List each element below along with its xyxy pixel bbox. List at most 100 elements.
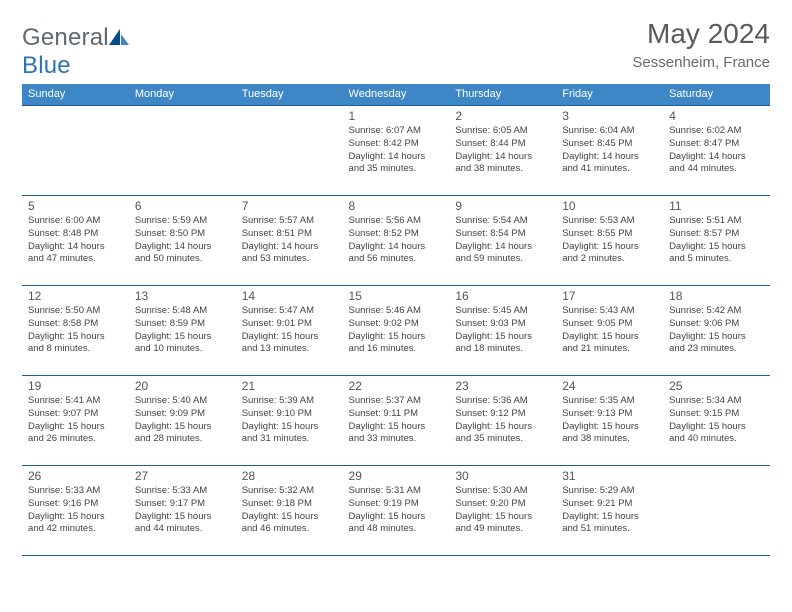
sunset-line: Sunset: 9:07 PM [28,408,125,421]
day-number: 16 [455,289,552,303]
sunrise-line: Sunrise: 5:33 AM [28,485,125,498]
daylight-line-1: Daylight: 15 hours [349,331,446,344]
daylight-line-2: and 10 minutes. [135,343,232,356]
sunrise-line: Sunrise: 5:37 AM [349,395,446,408]
day-info: Sunrise: 5:42 AMSunset: 9:06 PMDaylight:… [669,305,766,356]
daylight-line-2: and 40 minutes. [669,433,766,446]
sunset-line: Sunset: 9:05 PM [562,318,659,331]
day-info: Sunrise: 5:32 AMSunset: 9:18 PMDaylight:… [242,485,339,536]
sunset-line: Sunset: 8:45 PM [562,138,659,151]
day-number: 4 [669,109,766,123]
sunrise-line: Sunrise: 5:34 AM [669,395,766,408]
day-info: Sunrise: 5:48 AMSunset: 8:59 PMDaylight:… [135,305,232,356]
daylight-line-2: and 21 minutes. [562,343,659,356]
daylight-line-2: and 44 minutes. [669,163,766,176]
calendar-day-cell: 26Sunrise: 5:33 AMSunset: 9:16 PMDayligh… [22,466,129,556]
daylight-line-1: Daylight: 14 hours [562,151,659,164]
sunset-line: Sunset: 8:51 PM [242,228,339,241]
day-number: 2 [455,109,552,123]
daylight-line-1: Daylight: 15 hours [28,331,125,344]
day-number: 25 [669,379,766,393]
daylight-line-2: and 16 minutes. [349,343,446,356]
sunrise-line: Sunrise: 6:04 AM [562,125,659,138]
calendar-day-cell: 21Sunrise: 5:39 AMSunset: 9:10 PMDayligh… [236,376,343,466]
day-info: Sunrise: 5:34 AMSunset: 9:15 PMDaylight:… [669,395,766,446]
day-info: Sunrise: 5:33 AMSunset: 9:17 PMDaylight:… [135,485,232,536]
sunset-line: Sunset: 9:11 PM [349,408,446,421]
calendar-day-cell: 9 Sunrise: 5:54 AMSunset: 8:54 PMDaylight… [449,196,556,286]
sunset-line: Sunset: 9:18 PM [242,498,339,511]
sunrise-line: Sunrise: 5:31 AM [349,485,446,498]
daylight-line-1: Daylight: 15 hours [135,511,232,524]
day-info: Sunrise: 6:07 AMSunset: 8:42 PMDaylight:… [349,125,446,176]
sunset-line: Sunset: 8:47 PM [669,138,766,151]
sunset-line: Sunset: 9:20 PM [455,498,552,511]
daylight-line-2: and 28 minutes. [135,433,232,446]
calendar-day-cell: 2 Sunrise: 6:05 AMSunset: 8:44 PMDaylight… [449,106,556,196]
calendar-empty-cell [129,106,236,196]
day-number: 5 [28,199,125,213]
calendar-day-cell: 24Sunrise: 5:35 AMSunset: 9:13 PMDayligh… [556,376,663,466]
day-number: 24 [562,379,659,393]
calendar-week-row: 1Sunrise: 6:07 AMSunset: 8:42 PMDaylight… [22,106,770,196]
day-info: Sunrise: 5:56 AMSunset: 8:52 PMDaylight:… [349,215,446,266]
day-info: Sunrise: 5:50 AMSunset: 8:58 PMDaylight:… [28,305,125,356]
daylight-line-2: and 41 minutes. [562,163,659,176]
day-number: 7 [242,199,339,213]
daylight-line-2: and 50 minutes. [135,253,232,266]
daylight-line-1: Daylight: 14 hours [135,241,232,254]
calendar-empty-cell [663,466,770,556]
sunrise-line: Sunrise: 6:05 AM [455,125,552,138]
sunrise-line: Sunrise: 5:59 AM [135,215,232,228]
calendar-day-cell: 27Sunrise: 5:33 AMSunset: 9:17 PMDayligh… [129,466,236,556]
daylight-line-2: and 44 minutes. [135,523,232,536]
daylight-line-1: Daylight: 15 hours [455,421,552,434]
daylight-line-2: and 18 minutes. [455,343,552,356]
calendar-day-cell: 15Sunrise: 5:46 AMSunset: 9:02 PMDayligh… [343,286,450,376]
sunrise-line: Sunrise: 5:48 AM [135,305,232,318]
daylight-line-1: Daylight: 15 hours [562,421,659,434]
daylight-line-1: Daylight: 14 hours [455,151,552,164]
day-number: 6 [135,199,232,213]
day-number: 9 [455,199,552,213]
sunset-line: Sunset: 9:16 PM [28,498,125,511]
page-title: May 2024 [632,20,770,48]
day-info: Sunrise: 5:54 AMSunset: 8:54 PMDaylight:… [455,215,552,266]
daylight-line-2: and 47 minutes. [28,253,125,266]
day-info: Sunrise: 5:41 AMSunset: 9:07 PMDaylight:… [28,395,125,446]
day-info: Sunrise: 6:05 AMSunset: 8:44 PMDaylight:… [455,125,552,176]
daylight-line-1: Daylight: 15 hours [669,241,766,254]
sail-icon [109,29,129,45]
day-number: 22 [349,379,446,393]
sunrise-line: Sunrise: 5:47 AM [242,305,339,318]
daylight-line-1: Daylight: 14 hours [242,241,339,254]
weekday-header-cell: Thursday [449,84,556,106]
daylight-line-2: and 31 minutes. [242,433,339,446]
calendar-day-cell: 23Sunrise: 5:36 AMSunset: 9:12 PMDayligh… [449,376,556,466]
sunset-line: Sunset: 8:52 PM [349,228,446,241]
sunrise-line: Sunrise: 5:43 AM [562,305,659,318]
day-number: 28 [242,469,339,483]
daylight-line-2: and 35 minutes. [349,163,446,176]
calendar-day-cell: 25 Sunrise: 5:34 AMSunset: 9:15 PMDayligh… [663,376,770,466]
title-block: May 2024 Sessenheim, France [632,20,770,71]
day-number: 14 [242,289,339,303]
sunset-line: Sunset: 8:50 PM [135,228,232,241]
sunrise-line: Sunrise: 5:54 AM [455,215,552,228]
calendar-week-row: 5Sunrise: 6:00 AMSunset: 8:48 PMDaylight… [22,196,770,286]
daylight-line-2: and 46 minutes. [242,523,339,536]
sunrise-line: Sunrise: 5:57 AM [242,215,339,228]
daylight-line-1: Daylight: 15 hours [669,331,766,344]
day-number: 21 [242,379,339,393]
daylight-line-2: and 26 minutes. [28,433,125,446]
sunrise-line: Sunrise: 5:56 AM [349,215,446,228]
sunset-line: Sunset: 8:58 PM [28,318,125,331]
calendar-day-cell: 16Sunrise: 5:45 AMSunset: 9:03 PMDayligh… [449,286,556,376]
calendar-day-cell: 13Sunrise: 5:48 AMSunset: 8:59 PMDayligh… [129,286,236,376]
sunrise-line: Sunrise: 5:46 AM [349,305,446,318]
brand-part1: General [22,24,109,51]
sunset-line: Sunset: 9:03 PM [455,318,552,331]
daylight-line-2: and 51 minutes. [562,523,659,536]
day-info: Sunrise: 5:36 AMSunset: 9:12 PMDaylight:… [455,395,552,446]
sunset-line: Sunset: 9:10 PM [242,408,339,421]
